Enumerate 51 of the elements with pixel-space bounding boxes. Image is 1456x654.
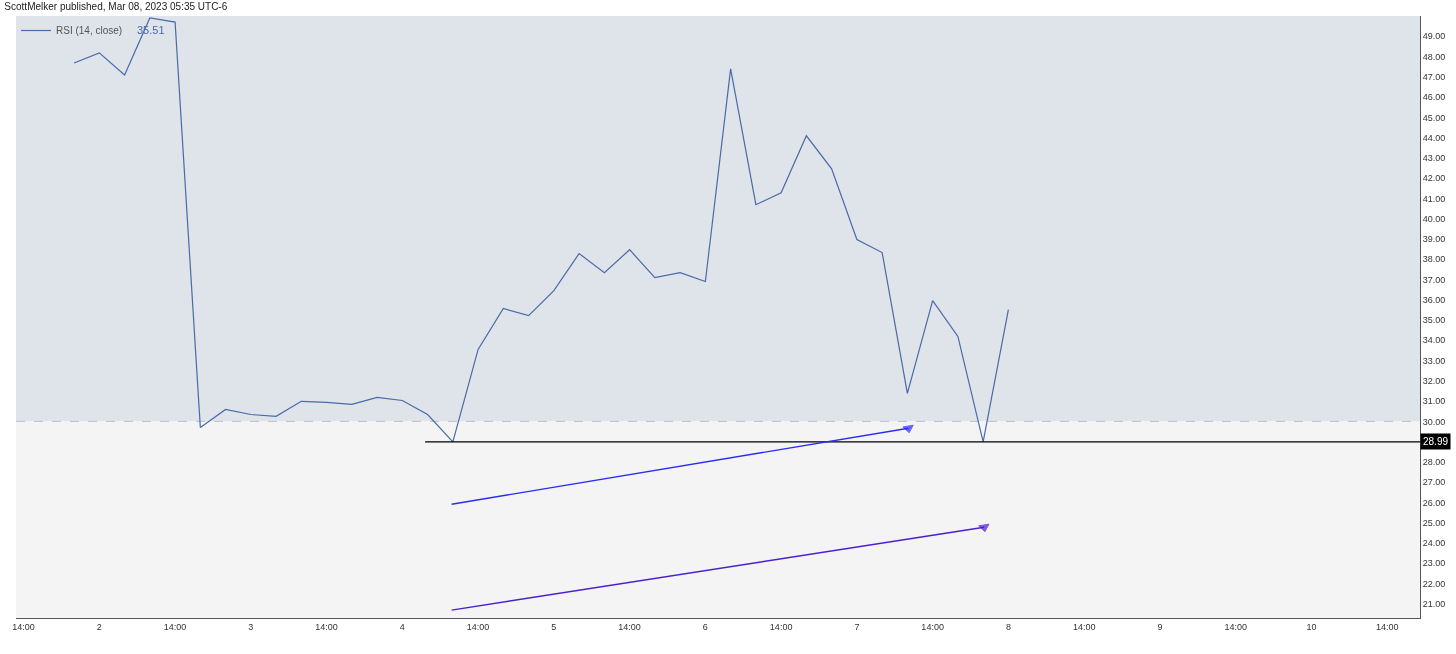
x-tick-label: 5	[551, 621, 557, 632]
x-tick-label: 10	[1306, 621, 1317, 632]
x-tick-label: 9	[1157, 621, 1163, 632]
x-tick-label: 14:00	[1375, 621, 1399, 632]
y-tick-label: 35.00	[1422, 315, 1446, 326]
y-tick-label: 31.00	[1422, 396, 1446, 407]
y-tick-label: 46.00	[1422, 92, 1446, 103]
y-tick-label: 43.00	[1422, 153, 1446, 164]
y-tick-label: 23.00	[1422, 558, 1446, 569]
x-tick-label: 14:00	[315, 621, 338, 632]
x-tick-label: 14:00	[12, 621, 35, 632]
y-tick-label: 39.00	[1422, 234, 1446, 245]
y-tick-label: 22.00	[1422, 578, 1446, 589]
y-tick-label: 40.00	[1422, 213, 1446, 224]
y-tick-label: 32.00	[1422, 376, 1446, 386]
y-tick-label: 34.00	[1422, 335, 1446, 346]
x-tick-label: 3	[248, 621, 254, 632]
y-tick-label: 45.00	[1422, 112, 1446, 123]
x-tick-label: 14:00	[1224, 621, 1247, 632]
y-tick-label: 24.00	[1422, 538, 1446, 549]
y-tick-label: 27.00	[1422, 477, 1446, 488]
chart-title: ScottMelker published, Mar 08, 2023 05:35 UTC-6	[4, 1, 228, 13]
y-tick-label: 48.00	[1422, 51, 1446, 62]
x-tick-label: 6	[702, 621, 708, 632]
x-tick-label: 4	[399, 621, 405, 632]
x-tick-label: 2	[96, 621, 102, 632]
y-tick-label: 21.00	[1422, 598, 1446, 609]
x-tick-label: 14:00	[769, 621, 793, 632]
y-tick-label: 28.00	[1422, 457, 1446, 468]
x-tick-label: 14:00	[466, 621, 490, 632]
x-tick-label: 14:00	[1072, 621, 1096, 632]
x-tick-label: 14:00	[921, 621, 944, 632]
y-tick-label: 38.00	[1422, 254, 1446, 265]
y-tick-label: 26.00	[1422, 497, 1446, 508]
y-tick-label: 25.00	[1422, 517, 1446, 528]
y-tick-label: 36.00	[1422, 294, 1446, 305]
y-tick-label: 37.00	[1422, 274, 1446, 285]
y-tick-label: 42.00	[1422, 173, 1446, 184]
y-tick-label: 30.00	[1422, 416, 1446, 427]
x-tick-label: 7	[854, 621, 860, 632]
y-tick-label: 49.00	[1422, 31, 1446, 42]
y-tick-label: 41.00	[1422, 193, 1446, 204]
y-tick-label: 47.00	[1422, 71, 1446, 82]
y-tick-label: 44.00	[1422, 132, 1446, 143]
x-tick-label: 8	[1005, 621, 1011, 632]
x-tick-label: 14:00	[618, 621, 641, 632]
y-tick-label: 33.00	[1422, 355, 1446, 366]
x-tick-label: 14:00	[163, 621, 187, 632]
annotation: 28.99	[1423, 436, 1449, 447]
line-series	[73, 17, 1009, 443]
legend-label: RSI (14, close)	[56, 25, 123, 37]
